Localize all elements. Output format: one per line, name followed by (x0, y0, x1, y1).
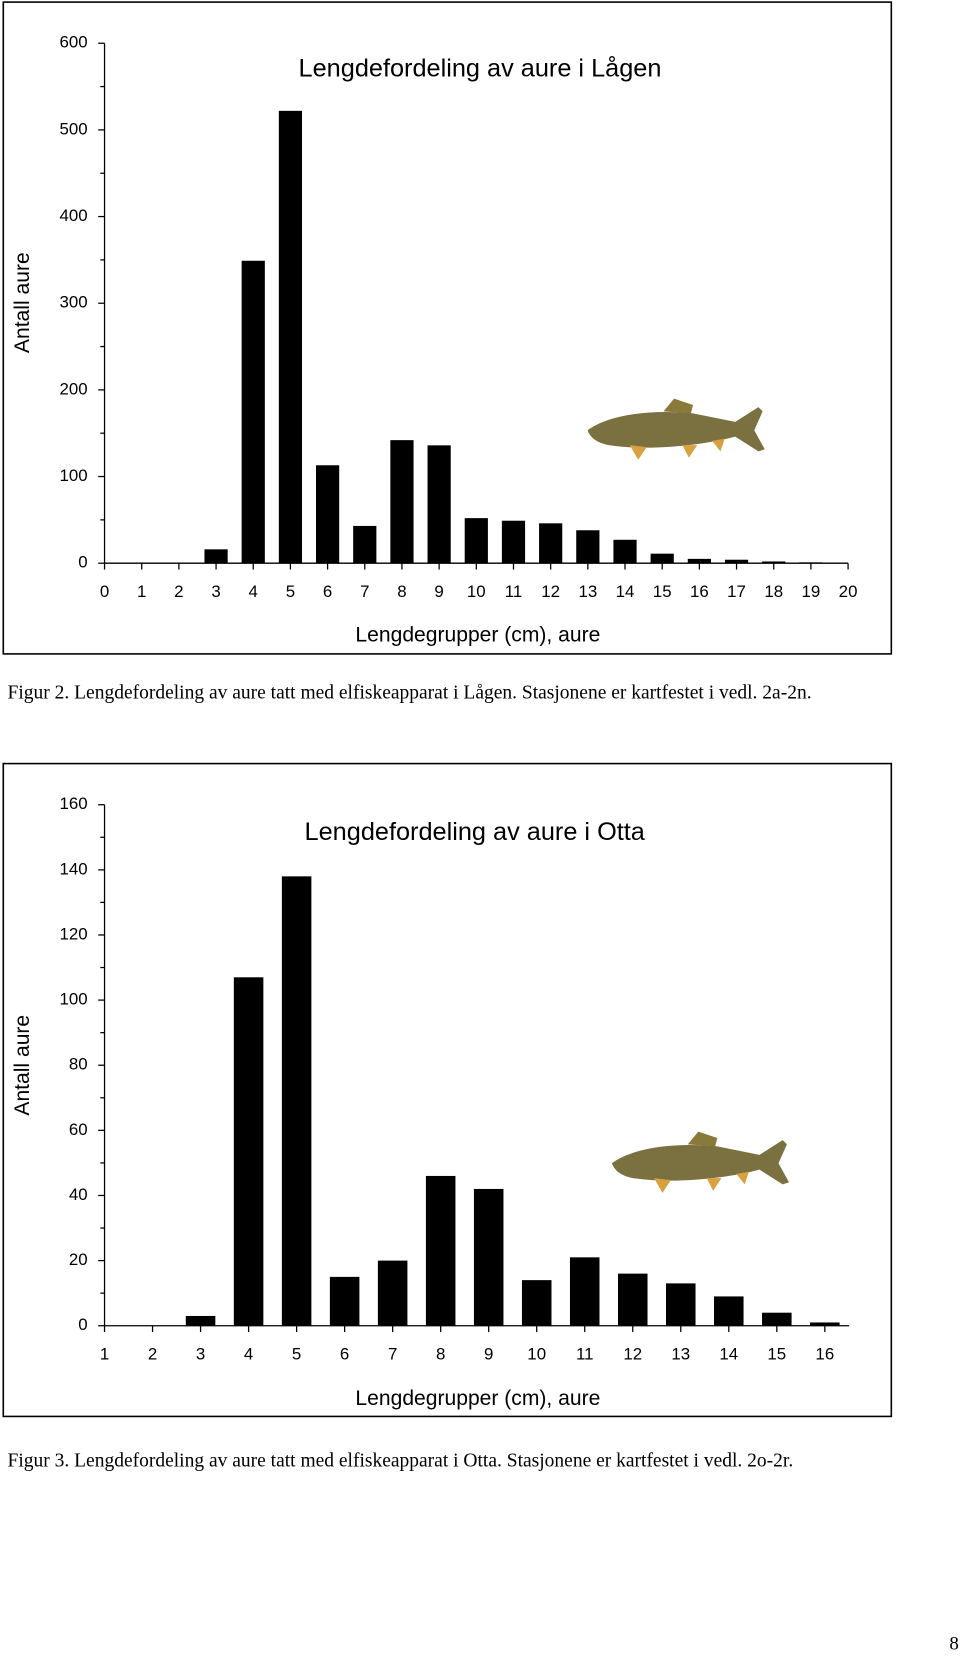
bar (501, 520, 526, 564)
y-tick-label: 100 (60, 990, 88, 1009)
y-tick-label: 400 (60, 206, 88, 225)
y-axis-label: Antall aure (11, 1015, 34, 1116)
bar (576, 530, 600, 564)
x-tick-label: 9 (484, 1345, 493, 1364)
x-tick-label: 20 (839, 582, 858, 601)
x-tick-label: 0 (100, 582, 109, 601)
bar (204, 549, 228, 564)
y-tick-label: 80 (69, 1055, 88, 1074)
x-tick-label: 15 (653, 582, 672, 601)
x-tick-label: 19 (802, 582, 821, 601)
x-tick-label: 7 (388, 1345, 397, 1364)
bar (539, 523, 563, 564)
x-tick-label: 7 (360, 582, 369, 601)
bar (521, 1280, 552, 1326)
x-tick-label: 5 (292, 1345, 301, 1364)
y-tick-label: 60 (69, 1120, 88, 1139)
fish-illustration (611, 1131, 790, 1193)
bar (724, 559, 749, 564)
x-tick-label: 13 (671, 1345, 690, 1364)
bar (762, 561, 786, 564)
x-tick-label: 3 (211, 582, 220, 601)
x-tick-label: 8 (436, 1345, 445, 1364)
bar (714, 1296, 744, 1326)
x-tick-label: 4 (249, 582, 258, 601)
bar (281, 876, 312, 1326)
y-axis-label: Antall aure (11, 252, 34, 353)
x-tick-label: 1 (100, 1345, 109, 1364)
bar (390, 440, 414, 564)
chart-title: Lengdefordeling av aure i Lågen (299, 54, 662, 82)
x-tick-label: 10 (467, 582, 486, 601)
bar (666, 1283, 696, 1326)
bar (425, 1175, 456, 1326)
bar (650, 553, 674, 564)
x-tick-label: 5 (286, 582, 295, 601)
x-tick-label: 12 (541, 582, 560, 601)
bar (464, 518, 488, 564)
x-tick-label: 14 (616, 582, 635, 601)
x-axis-label: Lengdegrupper (cm), aure (355, 1387, 600, 1410)
y-tick-label: 600 (60, 33, 88, 52)
x-tick-label: 11 (576, 1345, 594, 1364)
figure-caption: Figur 2. Lengdefordeling av aure tatt me… (8, 682, 812, 703)
bar (473, 1188, 504, 1326)
x-tick-label: 14 (719, 1345, 738, 1364)
chart-title: Lengdefordeling av aure i Otta (305, 818, 646, 846)
bar (617, 1273, 648, 1326)
x-tick-label: 3 (196, 1345, 205, 1364)
y-tick-label: 300 (60, 293, 88, 312)
bar (377, 1260, 408, 1326)
bar (278, 110, 303, 564)
figure-caption: Figur 3. Lengdefordeling av aure tatt me… (8, 1450, 794, 1471)
y-tick-label: 200 (60, 379, 88, 398)
bar (613, 539, 637, 564)
y-tick-label: 0 (78, 1315, 87, 1334)
x-axis-label: Lengdegrupper (cm), aure (355, 624, 600, 647)
chart-frame (2, 1, 893, 655)
x-tick-label: 13 (578, 582, 597, 601)
y-tick-label: 100 (60, 466, 88, 485)
y-tick-label: 500 (60, 119, 88, 138)
x-tick-label: 18 (764, 582, 783, 601)
x-tick-label: 2 (174, 582, 183, 601)
y-tick-label: 140 (60, 859, 88, 878)
bar (810, 1322, 840, 1326)
x-tick-label: 6 (340, 1345, 349, 1364)
bar (687, 558, 711, 564)
x-tick-label: 16 (690, 582, 709, 601)
bar (315, 465, 340, 564)
fish-illustration (587, 398, 765, 460)
bar (569, 1257, 600, 1326)
x-tick-label: 8 (397, 582, 406, 601)
x-tick-label: 2 (148, 1345, 157, 1364)
bar (762, 1312, 792, 1326)
x-tick-label: 10 (527, 1345, 546, 1364)
bar (353, 525, 377, 564)
bar (233, 977, 264, 1326)
bar (427, 445, 451, 564)
x-tick-label: 11 (505, 582, 523, 601)
x-tick-label: 17 (727, 582, 746, 601)
page-number: 8 (949, 1634, 958, 1655)
x-tick-label: 4 (244, 1345, 253, 1364)
chart-frame (2, 762, 893, 1418)
x-tick-label: 6 (323, 582, 332, 601)
y-tick-label: 0 (78, 553, 87, 572)
x-tick-label: 1 (137, 582, 146, 601)
x-tick-label: 16 (815, 1345, 834, 1364)
bar (185, 1315, 216, 1326)
y-tick-label: 160 (60, 794, 88, 813)
x-tick-label: 9 (434, 582, 443, 601)
x-tick-label: 15 (767, 1345, 786, 1364)
x-tick-label: 12 (623, 1345, 642, 1364)
bar (329, 1276, 360, 1326)
y-tick-label: 40 (69, 1185, 88, 1204)
y-tick-label: 20 (69, 1250, 88, 1269)
bar (241, 260, 265, 564)
bar (799, 562, 823, 564)
y-tick-label: 120 (60, 924, 88, 943)
